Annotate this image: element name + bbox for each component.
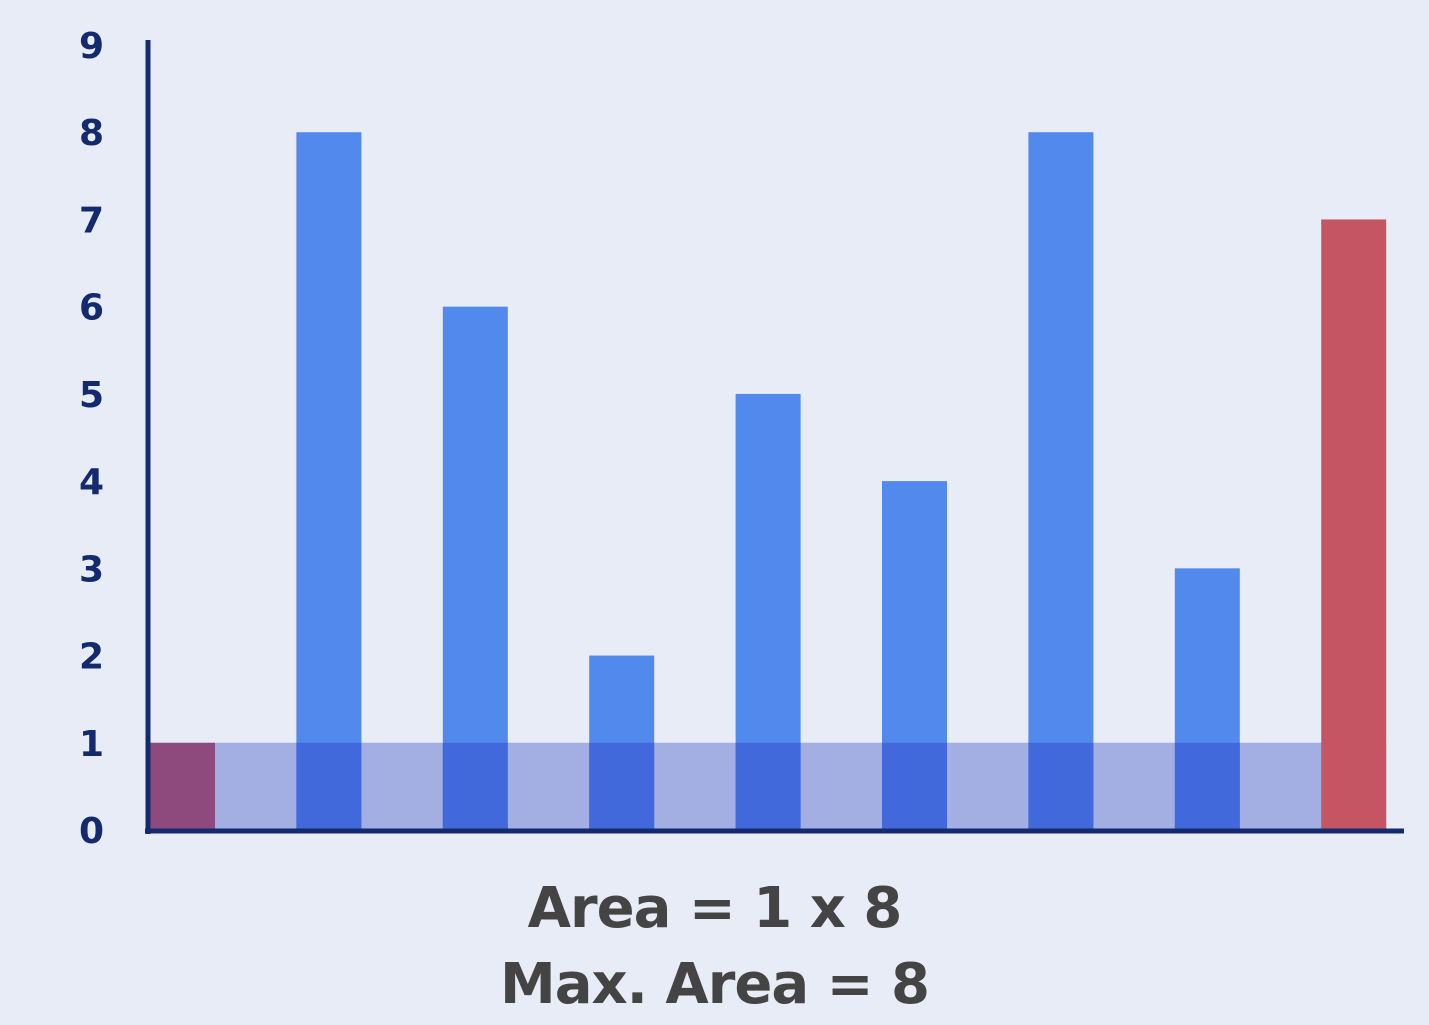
bar-overlap-2: [442, 742, 508, 830]
bar-8: [1321, 219, 1387, 830]
bar-overlap-5: [882, 742, 947, 830]
y-tick-label-6: 6: [79, 288, 104, 329]
bar-overlap-1: [296, 742, 362, 830]
y-tick-label-3: 3: [79, 549, 104, 590]
bar-0: [150, 742, 215, 830]
y-tick-label-0: 0: [79, 811, 104, 852]
bar-1: [296, 132, 362, 830]
bars-group: [150, 132, 1387, 831]
y-tick-labels: 0 1 2 3 4 5 6 7 8 9: [79, 26, 104, 852]
y-tick-label-7: 7: [79, 200, 104, 241]
y-tick-label-9: 9: [79, 26, 104, 67]
bar-6: [1028, 132, 1094, 830]
y-tick-label-1: 1: [79, 724, 104, 765]
bar-overlap-3: [589, 742, 655, 830]
y-tick-label-4: 4: [79, 462, 104, 503]
max-area-caption: Max. Area = 8: [499, 952, 930, 1017]
bar-overlap-7: [1174, 742, 1240, 830]
y-tick-label-2: 2: [79, 637, 104, 678]
bar-overlap-4: [735, 742, 801, 830]
area-caption: Area = 1 x 8: [527, 876, 903, 941]
y-tick-label-5: 5: [79, 375, 104, 416]
y-tick-label-8: 8: [79, 113, 104, 154]
bar-overlap-6: [1028, 742, 1094, 830]
